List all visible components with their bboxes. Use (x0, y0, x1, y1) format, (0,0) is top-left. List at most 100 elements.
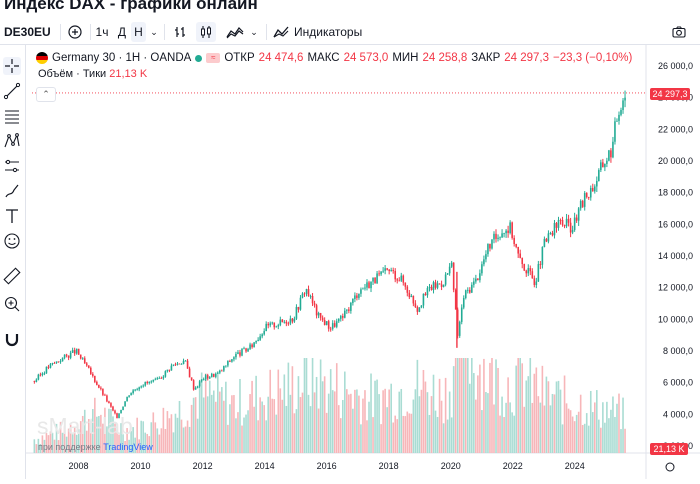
candle-body (428, 286, 431, 289)
volume-bar (400, 388, 403, 453)
candle-body (130, 393, 132, 396)
volume-bar (313, 392, 316, 453)
candle-body (352, 298, 354, 303)
candle-body (585, 193, 588, 198)
camera-icon[interactable] (670, 22, 688, 42)
volume-bar (273, 399, 276, 453)
candle-body (73, 350, 76, 354)
brush-icon[interactable] (3, 182, 21, 200)
volume-bar (43, 439, 46, 453)
instrument-name[interactable]: Germany 30 · 1H · OANDA (52, 52, 192, 64)
chevron-down-icon[interactable]: ⌄ (150, 27, 158, 37)
volume-bar (116, 431, 118, 453)
time-axis-label: 2024 (565, 461, 585, 471)
volume-bar (505, 402, 507, 453)
volume-bar (337, 405, 340, 453)
volume-legend[interactable]: Объём · Тики 21,13 K (38, 68, 147, 80)
candles-style-icon[interactable] (196, 22, 216, 42)
volume-bar (600, 427, 602, 453)
volume-bar (61, 432, 64, 453)
volume-bar (307, 394, 310, 453)
volume-value: 21,13 K (109, 68, 148, 80)
volume-bar (235, 418, 237, 453)
candle-body (384, 268, 386, 271)
volume-bar (547, 381, 550, 453)
indicators-button[interactable]: Индикаторы (294, 25, 363, 39)
candle-body (501, 233, 503, 238)
volume-bar (77, 429, 80, 453)
volume-bar (41, 435, 44, 453)
emoji-icon[interactable] (3, 232, 21, 250)
volume-bar (85, 430, 88, 453)
candle-body (100, 387, 102, 389)
candle-body (49, 363, 52, 368)
forecast-icon[interactable] (3, 157, 21, 175)
volume-bar (491, 358, 493, 453)
trend-line-icon[interactable] (3, 82, 21, 100)
candle-body (241, 348, 243, 356)
volume-bar (267, 396, 270, 453)
volume-bar (265, 420, 267, 453)
watermark-sub-prefix: при поддержке (38, 442, 101, 452)
tradingview-link[interactable]: TradingView (103, 442, 153, 452)
symbol-search-button[interactable]: DE30EU (4, 25, 51, 39)
volume-bar (293, 413, 296, 453)
candle-body (577, 208, 580, 221)
volume-bar (261, 401, 263, 453)
volume-bar (152, 412, 155, 453)
candle-body (537, 264, 540, 282)
volume-bar (200, 372, 203, 453)
volume-bar (247, 410, 249, 453)
candle-body (337, 318, 340, 322)
interval-day-button[interactable]: Д (117, 25, 127, 39)
area-chart-style-icon[interactable] (224, 22, 246, 42)
candle-body (275, 326, 278, 328)
germany-flag-icon (36, 52, 48, 64)
volume-bar (624, 428, 626, 453)
volume-bar (259, 397, 261, 453)
volume-bar (172, 432, 175, 453)
volume-bar (589, 390, 592, 453)
candle-body (150, 381, 153, 383)
candle-body (134, 389, 136, 391)
candle-body (529, 268, 532, 272)
chevron-down-icon[interactable]: ⌄ (250, 27, 258, 37)
magnet-icon[interactable] (3, 330, 21, 348)
ruler-icon[interactable] (3, 267, 21, 285)
settings-icon (665, 462, 675, 472)
volume-bar (237, 412, 239, 453)
volume-bar (503, 417, 505, 453)
candle-body (489, 243, 491, 249)
candle-body (152, 379, 155, 382)
interval-week-button[interactable]: Н (131, 22, 146, 42)
volume-bar (434, 410, 437, 453)
volume-bar (122, 434, 124, 453)
collapse-legend-icon[interactable]: ⌃ (36, 87, 56, 102)
volume-bar (311, 358, 314, 453)
candle-body (247, 348, 249, 352)
crosshair-icon[interactable] (3, 57, 21, 75)
candle-body (194, 387, 197, 390)
candle-body (305, 289, 308, 294)
volume-bar (591, 412, 594, 453)
plus-circle-icon[interactable] (66, 22, 84, 42)
interval-1h-button[interactable]: 1ч (95, 25, 109, 39)
indicators-icon[interactable] (272, 22, 290, 42)
volume-bar (190, 404, 193, 453)
volume-bar (583, 423, 586, 453)
candle-body (444, 274, 447, 285)
price-chart[interactable]: 26 000,024 000,022 000,020 000,018 000,0… (26, 45, 700, 479)
zoom-in-icon[interactable] (3, 295, 21, 313)
bar-chart-style-icon[interactable] (170, 22, 190, 42)
volume-bar (59, 421, 62, 453)
candle-body (581, 200, 584, 207)
text-tool-icon[interactable] (3, 207, 21, 225)
chart-area[interactable]: 26 000,024 000,022 000,020 000,018 000,0… (26, 45, 700, 479)
candle-body (368, 282, 370, 289)
price-axis-label: 18 000,0 (658, 188, 693, 198)
candle-body (430, 286, 433, 291)
fib-lines-icon[interactable] (3, 107, 21, 125)
volume-bar (166, 411, 169, 453)
volume-bar (315, 376, 318, 453)
pattern-icon[interactable] (3, 132, 21, 150)
